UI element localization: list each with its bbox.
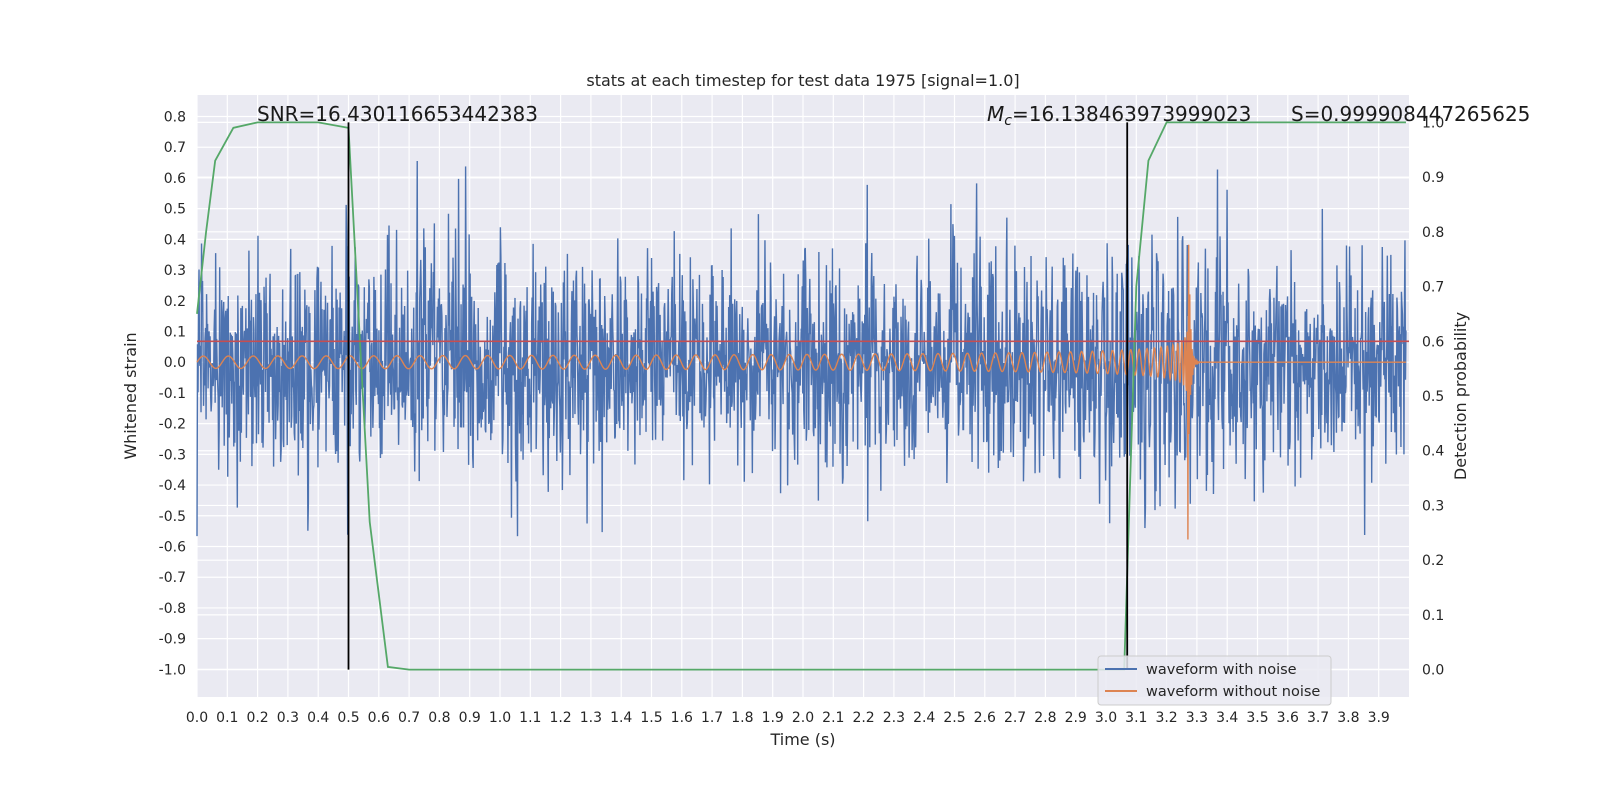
x-tick-label: 0.8 (428, 710, 450, 726)
y-tick-label: -0.8 (159, 601, 186, 617)
series-layer (196, 121, 1409, 671)
x-tick-label: 0.1 (216, 710, 238, 726)
y-right-tick-label: 0.3 (1422, 498, 1444, 514)
x-tick-label: 2.8 (1034, 710, 1056, 726)
y-tick-label: 0.3 (164, 263, 186, 279)
y-tick-label: 0.5 (164, 202, 186, 218)
x-tick-label: 2.9 (1065, 710, 1087, 726)
x-tick-label: 1.6 (671, 710, 693, 726)
legend-label-clean: waveform without noise (1146, 684, 1320, 700)
x-tick-label: 3.1 (1125, 710, 1147, 726)
x-tick-label: 1.1 (519, 710, 541, 726)
chirp-mass-subscript: c (1004, 113, 1012, 129)
y-tick-label: 0.2 (164, 294, 186, 310)
x-tick-label: 3.3 (1186, 710, 1208, 726)
x-tick-label: 1.8 (731, 710, 753, 726)
x-tick-label: 1.2 (549, 710, 571, 726)
y-right-tick-label: 0.1 (1422, 608, 1444, 624)
y-right-tick-label: 0.8 (1422, 225, 1444, 241)
snr-annotation: SNR=16.430116653442383 (257, 102, 538, 126)
x-tick-label: 2.7 (1004, 710, 1026, 726)
x-tick-label: 0.4 (307, 710, 329, 726)
x-tick-label: 3.8 (1337, 710, 1359, 726)
y-tick-label: 0.6 (164, 171, 186, 187)
x-tick-label: 2.1 (822, 710, 844, 726)
y-tick-label: -0.7 (159, 570, 186, 586)
y-tick-label: -0.6 (159, 540, 186, 556)
y-tick-label: -0.4 (159, 478, 186, 494)
y-right-tick-label: 0.4 (1422, 444, 1444, 460)
x-tick-label: 0.0 (186, 710, 208, 726)
x-tick-label: 0.7 (398, 710, 420, 726)
x-tick-label: 3.0 (1095, 710, 1117, 726)
x-tick-label: 0.9 (459, 710, 481, 726)
series-detection-probability (196, 121, 1406, 671)
y-tick-label: -0.2 (159, 417, 186, 433)
legend-label-noise: waveform with noise (1146, 662, 1297, 678)
x-tick-label: 3.7 (1307, 710, 1329, 726)
y-right-tick-label: 0.6 (1422, 334, 1444, 350)
y-tick-label: 0.8 (164, 110, 186, 126)
x-axis-label: Time (s) (769, 730, 835, 749)
s-annotation: S=0.999908447265625 (1291, 102, 1530, 126)
y-tick-label: -0.9 (159, 632, 186, 648)
legend-box (1097, 655, 1332, 706)
x-tick-label: 2.0 (792, 710, 814, 726)
chart-title: stats at each timestep for test data 197… (586, 71, 1019, 90)
x-tick-label: 3.2 (1155, 710, 1177, 726)
y-axis-label-right: Detection probability (1451, 312, 1470, 480)
y-ticks-right: 1.0 0.9 0.8 0.7 0.6 0.5 0.4 0.3 0.2 0.1 0.0 (1422, 115, 1444, 678)
y-tick-label: -0.1 (159, 386, 186, 402)
y-tick-label: 0.7 (164, 140, 186, 156)
series-waveform-without-noise (196, 244, 1406, 540)
y-right-tick-label: 0.5 (1422, 389, 1444, 405)
x-tick-label: 2.4 (913, 710, 935, 726)
y-right-tick-label: 0.2 (1422, 553, 1444, 569)
y-tick-label: -0.5 (159, 509, 186, 525)
x-tick-label: 1.4 (610, 710, 632, 726)
chirp-mass-value: =16.138463973999023 (1012, 102, 1251, 126)
x-tick-label: 1.0 (489, 710, 511, 726)
chirp-mass-symbol: M (987, 102, 1004, 126)
x-tick-label: 1.9 (762, 710, 784, 726)
x-tick-label: 2.3 (883, 710, 905, 726)
x-tick-label: 0.3 (277, 710, 299, 726)
x-tick-label: 1.7 (701, 710, 723, 726)
x-ticks: 0.0 0.1 0.2 0.3 0.4 0.5 0.6 0.7 0.8 0.9 1.0 1.1 1.2 1… (186, 710, 1390, 726)
x-tick-label: 3.9 (1368, 710, 1390, 726)
y-tick-label: 0.1 (164, 325, 186, 341)
y-right-tick-label: 0.9 (1422, 170, 1444, 186)
y-tick-label: 0.4 (164, 232, 186, 248)
chirp-mass-annotation: Mc=16.138463973999023 (987, 102, 1251, 129)
x-tick-label: 1.3 (580, 710, 602, 726)
x-tick-label: 3.5 (1246, 710, 1268, 726)
x-tick-label: 2.5 (943, 710, 965, 726)
y-tick-label: -1.0 (159, 662, 186, 678)
y-tick-label: -0.3 (159, 447, 186, 463)
x-tick-label: 2.6 (974, 710, 996, 726)
series-waveform-with-noise (196, 161, 1407, 537)
y-ticks-left: 0.8 0.7 0.6 0.5 0.4 0.3 0.2 0.1 0.0 -0.1 -0.2 -0.3 -… (159, 110, 186, 679)
x-tick-label: 1.5 (640, 710, 662, 726)
x-tick-label: 0.2 (246, 710, 268, 726)
y-axis-label-left: Whitened strain (121, 332, 140, 459)
x-tick-label: 3.4 (1216, 710, 1238, 726)
x-tick-label: 2.2 (852, 710, 874, 726)
y-right-tick-label: 1.0 (1422, 115, 1444, 131)
y-tick-label: 0.0 (164, 355, 186, 371)
legend: waveform with noise waveform without noi… (1097, 655, 1332, 706)
y-right-tick-label: 0.7 (1422, 280, 1444, 296)
y-right-tick-label: 0.0 (1422, 663, 1444, 679)
x-tick-label: 0.6 (368, 710, 390, 726)
x-tick-label: 3.6 (1277, 710, 1299, 726)
x-tick-label: 0.5 (337, 710, 359, 726)
